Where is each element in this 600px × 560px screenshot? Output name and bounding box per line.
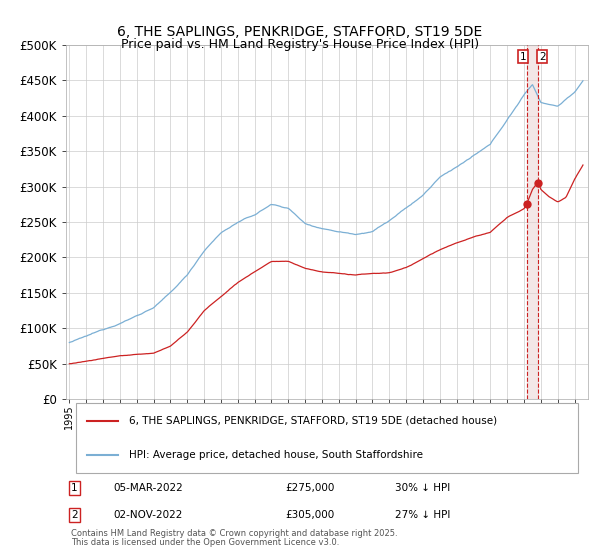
- Text: 2: 2: [71, 510, 78, 520]
- Text: £275,000: £275,000: [285, 483, 335, 493]
- FancyBboxPatch shape: [76, 403, 578, 473]
- Text: 30% ↓ HPI: 30% ↓ HPI: [395, 483, 450, 493]
- Text: 1: 1: [71, 483, 78, 493]
- Text: £305,000: £305,000: [285, 510, 334, 520]
- Text: 05-MAR-2022: 05-MAR-2022: [113, 483, 183, 493]
- Text: 1: 1: [520, 52, 526, 62]
- Bar: [527, 45, 538, 399]
- Text: 2: 2: [539, 52, 545, 62]
- Text: HPI: Average price, detached house, South Staffordshire: HPI: Average price, detached house, Sout…: [128, 450, 422, 460]
- Text: 6, THE SAPLINGS, PENKRIDGE, STAFFORD, ST19 5DE (detached house): 6, THE SAPLINGS, PENKRIDGE, STAFFORD, ST…: [128, 416, 497, 426]
- Text: Price paid vs. HM Land Registry's House Price Index (HPI): Price paid vs. HM Land Registry's House …: [121, 38, 479, 50]
- Text: 02-NOV-2022: 02-NOV-2022: [113, 510, 182, 520]
- Text: Contains HM Land Registry data © Crown copyright and database right 2025.: Contains HM Land Registry data © Crown c…: [71, 529, 398, 538]
- Text: This data is licensed under the Open Government Licence v3.0.: This data is licensed under the Open Gov…: [71, 538, 340, 547]
- Text: 6, THE SAPLINGS, PENKRIDGE, STAFFORD, ST19 5DE: 6, THE SAPLINGS, PENKRIDGE, STAFFORD, ST…: [118, 25, 482, 39]
- Text: 27% ↓ HPI: 27% ↓ HPI: [395, 510, 450, 520]
